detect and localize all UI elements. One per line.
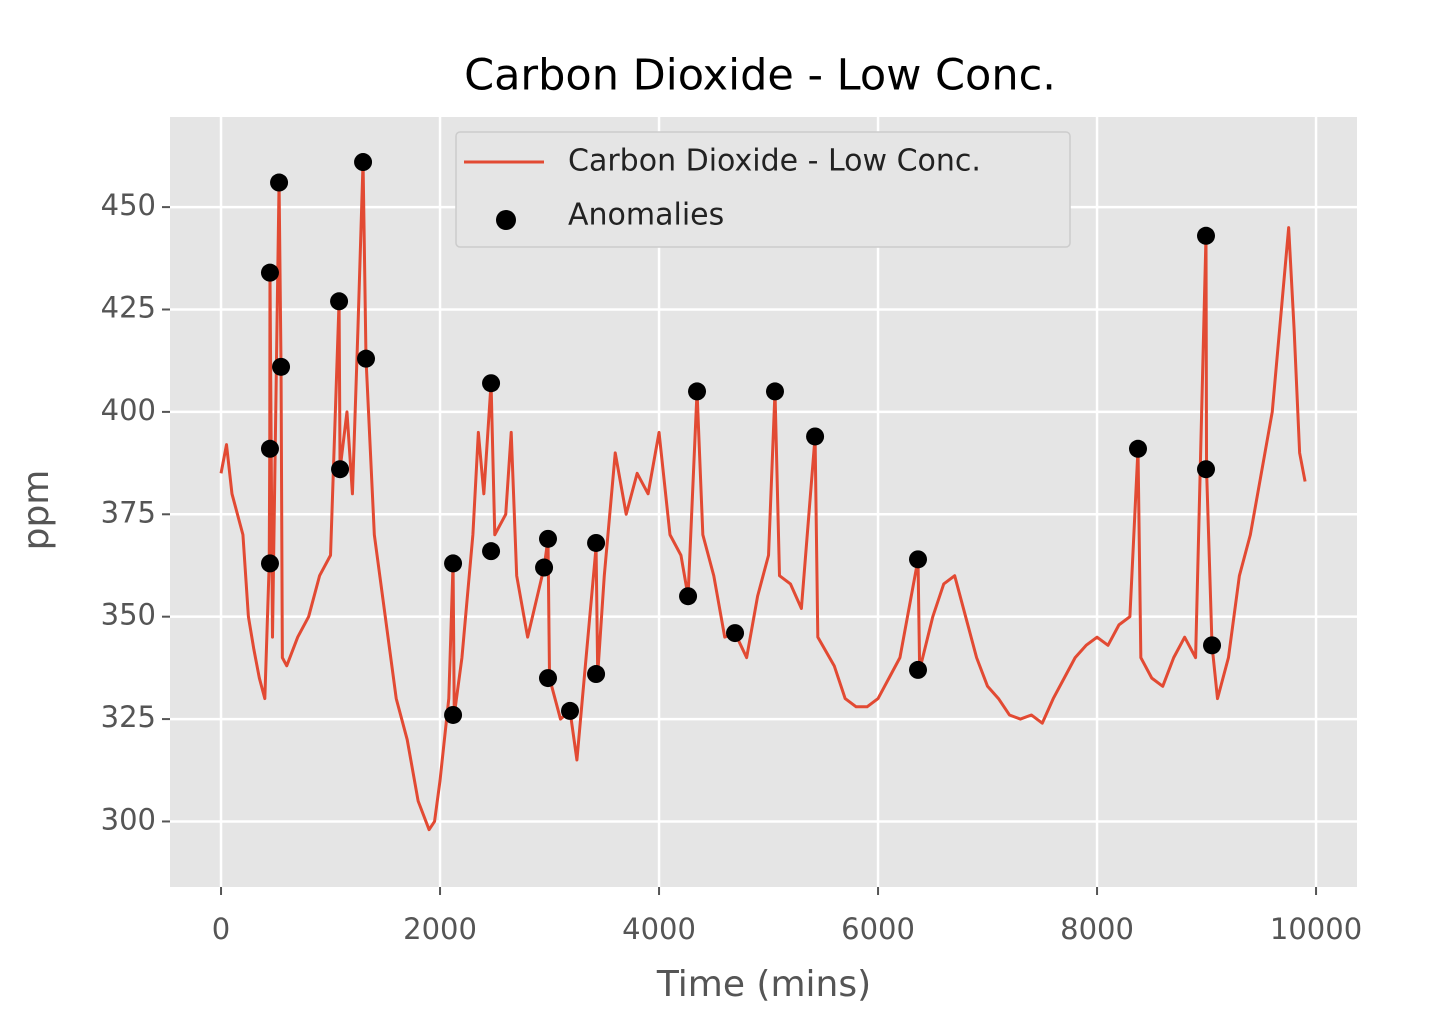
x-tick-label: 8000 [1060,912,1134,946]
anomaly-point [1203,636,1222,655]
anomaly-point [260,439,279,458]
x-tick-label: 10000 [1270,912,1362,946]
anomaly-point [1196,226,1215,245]
x-tick-label: 4000 [622,912,696,946]
x-axis-label: Time (mins) [656,964,871,1005]
anomaly-point [331,460,350,479]
anomaly-point [679,587,698,606]
legend-label: Anomalies [568,198,724,233]
anomaly-point [587,665,606,684]
y-tick-label: 450 [101,188,156,222]
anomaly-point [1196,460,1215,479]
anomaly-point [909,660,928,679]
anomaly-point [354,153,373,172]
anomaly-point [587,533,606,552]
legend-label: Carbon Dioxide - Low Conc. [568,144,981,179]
y-axis-label: ppm [16,470,57,551]
anomaly-point [765,382,784,401]
y-tick-label: 425 [101,291,156,325]
anomaly-point [444,705,463,724]
anomaly-point [688,382,707,401]
anomaly-point [357,349,376,368]
x-tick-label: 6000 [841,912,915,946]
legend-swatch [496,210,516,230]
y-tick-label: 300 [101,802,156,836]
anomaly-point [330,292,349,311]
anomaly-point [260,554,279,573]
x-tick-label: 2000 [403,912,477,946]
chart-title: Carbon Dioxide - Low Conc. [464,51,1056,101]
y-tick-label: 375 [101,495,156,529]
anomaly-point [270,173,289,192]
anomaly-point [806,427,825,446]
x-tick-label: 0 [212,912,230,946]
anomaly-point [482,374,501,393]
anomaly-point [1128,439,1147,458]
y-tick-label: 325 [101,700,156,734]
anomaly-point [482,542,501,561]
anomaly-point [726,624,745,643]
y-tick-label: 400 [101,393,156,427]
anomaly-point [535,558,554,577]
data-line [219,160,1307,832]
anomaly-point [539,529,558,548]
anomaly-point [444,554,463,573]
anomaly-point [909,550,928,569]
anomaly-point [561,701,580,720]
anomaly-point [260,263,279,282]
legend-box [455,131,1071,248]
anomaly-point [272,357,291,376]
y-tick-label: 350 [101,598,156,632]
anomaly-point [539,669,558,688]
